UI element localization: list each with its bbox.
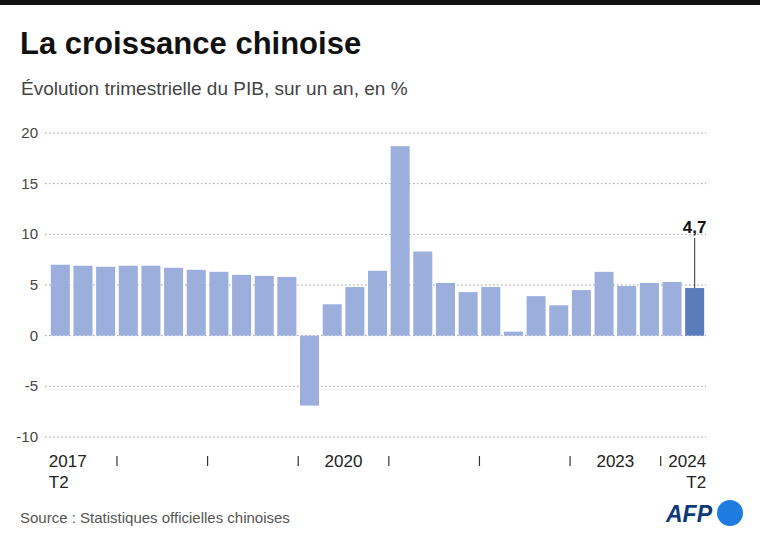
- grid-line: [45, 437, 706, 438]
- title: La croissance chinoise: [20, 26, 361, 61]
- bar: [119, 266, 138, 336]
- bar: [481, 287, 500, 336]
- bar: [187, 270, 206, 336]
- grid-line: [45, 234, 706, 235]
- x-separator: [569, 456, 570, 466]
- x-separator: [388, 456, 389, 466]
- bar: [277, 277, 296, 336]
- data-label: 4,7: [683, 218, 707, 237]
- logo: AFP: [665, 501, 713, 527]
- x-tick-label-line: T2: [49, 473, 69, 492]
- x-tick-label-line: T2: [686, 473, 706, 492]
- bar: [209, 272, 228, 336]
- x-tick-label-line: 2024: [668, 452, 706, 471]
- bar: [504, 332, 523, 336]
- bar: [572, 290, 591, 336]
- y-tick-label: 10: [21, 225, 38, 242]
- grid-line: [45, 183, 706, 184]
- bar: [323, 304, 342, 335]
- x-separator: [298, 456, 299, 466]
- bar: [96, 267, 115, 336]
- bar: [368, 271, 387, 336]
- y-tick-label: -5: [25, 377, 38, 394]
- x-separator: [116, 456, 117, 466]
- y-tick-label: 5: [30, 276, 38, 293]
- bar: [663, 282, 682, 336]
- y-tick-label: 0: [30, 327, 38, 344]
- bar: [141, 266, 160, 336]
- bar: [300, 336, 319, 406]
- grid-line: [45, 133, 706, 134]
- bar: [459, 292, 478, 336]
- bar: [595, 272, 614, 336]
- x-tick-label-line: 2017: [49, 452, 87, 471]
- top-rule: [0, 0, 760, 5]
- y-tick-label: 15: [21, 175, 38, 192]
- x-tick-label: 2020: [325, 452, 363, 471]
- chart-root: La croissance chinoise Évolution trimestr…: [0, 0, 760, 540]
- subtitle: Évolution trimestrielle du PIB, sur un a…: [21, 78, 408, 99]
- x-tick-label: 2023: [596, 452, 634, 471]
- bar: [640, 283, 659, 336]
- x-separator: [207, 456, 208, 466]
- bar: [685, 288, 704, 336]
- bars: [51, 146, 704, 405]
- bar: [391, 146, 410, 335]
- x-separator: [660, 456, 661, 466]
- bar: [255, 276, 274, 336]
- x-tick-label-line: 2023: [596, 452, 634, 471]
- bar: [164, 268, 183, 336]
- bar: [345, 287, 364, 336]
- bar: [413, 252, 432, 336]
- label-leader: [694, 238, 695, 288]
- x-tick-label: 2024 T2: [668, 452, 706, 492]
- source: Source : Statistiques officielles chinoi…: [20, 509, 290, 526]
- grid-line: [45, 386, 706, 387]
- bar: [232, 275, 251, 336]
- bar: [527, 296, 546, 336]
- bar: [436, 283, 455, 336]
- y-tick-label: -10: [16, 428, 38, 445]
- chart-svg: La croissance chinoise Évolution trimestr…: [0, 0, 760, 540]
- bar: [617, 286, 636, 336]
- bar: [549, 305, 568, 335]
- bar: [73, 266, 92, 336]
- y-tick-label: 20: [21, 124, 38, 141]
- x-tick-label-line: 2020: [325, 452, 363, 471]
- x-separator: [479, 456, 480, 466]
- x-tick-label: 2017 T2: [49, 452, 87, 492]
- logo-dot: [717, 500, 743, 526]
- bar: [51, 265, 70, 336]
